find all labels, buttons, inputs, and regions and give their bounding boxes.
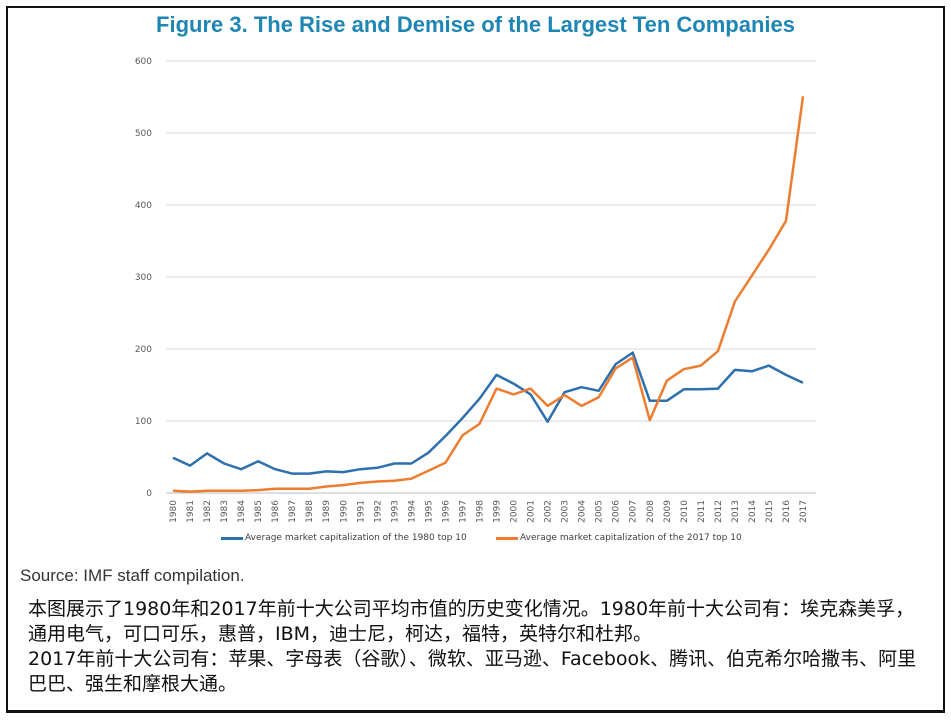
legend-label: Average market capitalization of the 198… — [245, 533, 467, 543]
x-tick-label: 2012 — [714, 500, 724, 523]
y-tick-label: 0 — [146, 489, 152, 499]
caption-line: 本图展示了1980年和2017年前十大公司平均市值的历史变化情况。1980年前十… — [28, 598, 915, 645]
y-tick-label: 200 — [135, 345, 152, 355]
x-tick-label: 1982 — [203, 500, 213, 523]
x-tick-label: 2014 — [748, 500, 758, 523]
x-tick-label: 2000 — [510, 500, 520, 523]
x-tick-label: 1989 — [322, 500, 332, 523]
x-tick-label: 1992 — [373, 500, 383, 523]
x-tick-label: 2003 — [561, 500, 571, 523]
series-lines — [172, 96, 805, 493]
legend-swatch-blue — [221, 536, 243, 540]
caption-text: 本图展示了1980年和2017年前十大公司平均市值的历史变化情况。1980年前十… — [28, 597, 923, 697]
x-tick-label: 2009 — [663, 500, 673, 523]
series-line-2017-top10 — [172, 96, 805, 493]
x-tick-label: 1984 — [237, 500, 247, 523]
x-tick-label: 1997 — [458, 500, 468, 523]
x-tick-label: 1993 — [390, 500, 400, 523]
x-tick-label: 1980 — [169, 500, 179, 523]
y-tick-label: 100 — [135, 417, 152, 427]
caption-line: 2017年前十大公司有：苹果、字母表（谷歌）、微软、亚马逊、Facebook、腾… — [28, 648, 917, 695]
x-tick-label: 1998 — [475, 500, 485, 523]
legend-item-1980-top10: Average market capitalization of the 198… — [221, 533, 467, 543]
x-tick-label: 1981 — [186, 500, 196, 523]
gridlines — [166, 60, 816, 494]
x-tick-label: 2005 — [595, 500, 605, 523]
x-tick-label: 2015 — [765, 500, 775, 523]
x-tick-label: 2011 — [697, 500, 707, 523]
x-tick-label: 2007 — [629, 500, 639, 523]
chart-legend: Average market capitalization of the 198… — [0, 533, 951, 547]
x-tick-label: 1990 — [339, 500, 349, 523]
y-tick-label: 400 — [135, 201, 152, 211]
legend-swatch-orange — [496, 536, 518, 540]
x-tick-label: 2001 — [527, 500, 537, 523]
x-tick-label: 1999 — [493, 500, 503, 523]
x-tick-label: 2002 — [544, 500, 554, 523]
x-tick-label: 2010 — [680, 500, 690, 523]
x-tick-label: 2016 — [782, 500, 792, 523]
figure-frame — [6, 6, 945, 713]
x-tick-label: 2004 — [578, 500, 588, 523]
x-axis-tick-labels: 1980 1981 1982 1983 1984 1985 1986 1987 1988 1989… — [169, 500, 809, 523]
x-tick-label: 1995 — [424, 500, 434, 523]
x-tick-label: 1985 — [254, 500, 264, 523]
x-tick-label: 2017 — [799, 500, 809, 523]
y-tick-label: 600 — [135, 57, 152, 67]
x-tick-label: 2013 — [731, 500, 741, 523]
x-tick-label: 2008 — [646, 500, 656, 523]
y-axis-tick-labels: 0 100 200 300 400 500 600 — [135, 57, 152, 499]
series-line-1980-top10 — [172, 351, 804, 475]
legend-item-2017-top10: Average market capitalization of the 201… — [496, 533, 742, 543]
y-tick-label: 300 — [135, 273, 152, 283]
x-tick-label: 2006 — [612, 500, 622, 523]
chart-title: Figure 3. The Rise and Demise of the Lar… — [156, 12, 795, 37]
x-tick-label: 1986 — [271, 500, 281, 523]
legend-label: Average market capitalization of the 201… — [520, 533, 742, 543]
source-note: Source: IMF staff compilation. — [20, 566, 245, 585]
x-tick-label: 1988 — [305, 500, 315, 523]
y-tick-label: 500 — [135, 129, 152, 139]
x-tick-label: 1996 — [441, 500, 451, 523]
x-tick-label: 1991 — [356, 500, 366, 523]
x-tick-label: 1983 — [220, 500, 230, 523]
line-chart: 0 100 200 300 400 500 600 1980 1981 1982 1983 1984… — [135, 57, 816, 523]
x-tick-label: 1994 — [407, 500, 417, 523]
x-tick-label: 1987 — [288, 500, 298, 523]
